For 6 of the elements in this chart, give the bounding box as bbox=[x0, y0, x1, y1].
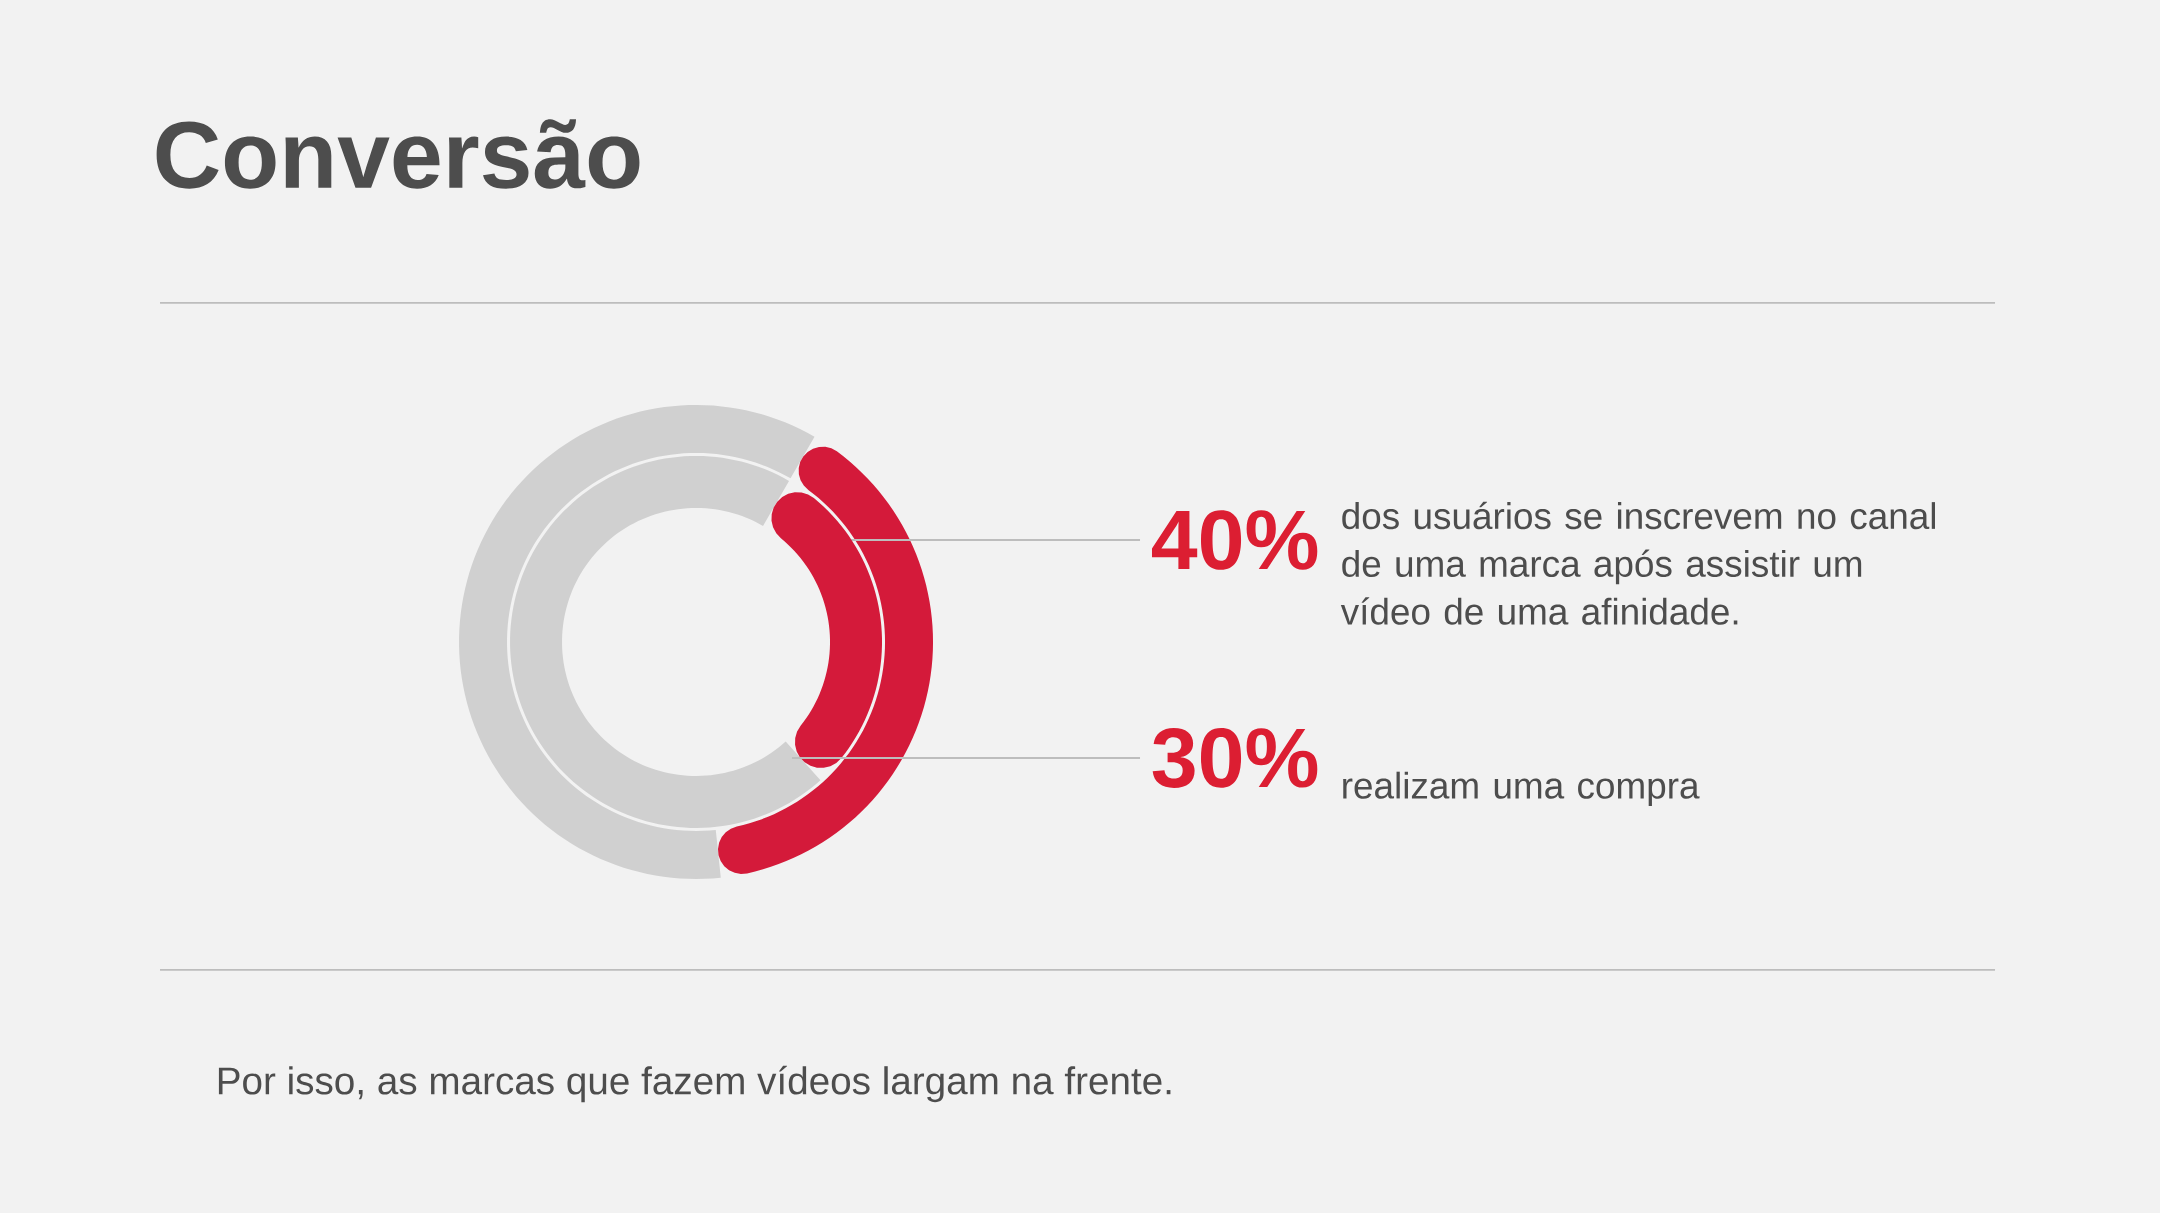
chart-title: Conversão bbox=[156, 119, 640, 189]
slice-label: dos usuários se inscrevem no canal de uma marca após assistir um vídeo de uma afinidade. bbox=[1340, 501, 1936, 625]
text: 40% bbox=[1151, 510, 1318, 570]
slice-label: realizam uma compra bbox=[1343, 771, 1700, 807]
text: 30% bbox=[1152, 728, 1318, 788]
text: Por isso, as marcas que fazem vídeos largam na frente. bbox=[218, 1065, 1171, 1103]
